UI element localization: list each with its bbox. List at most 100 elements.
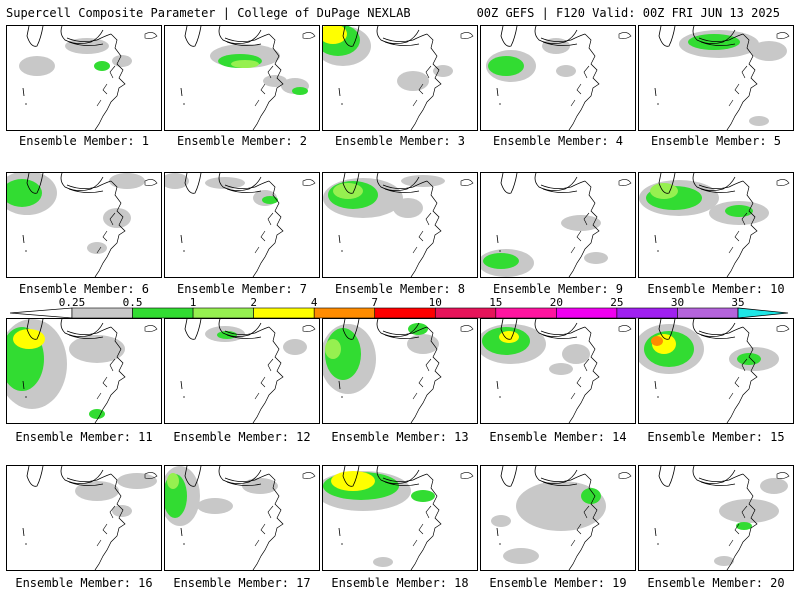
member-map-17 — [164, 465, 320, 571]
member-map-canvas — [323, 26, 474, 130]
scp-contour — [488, 56, 524, 76]
scp-contour — [651, 336, 663, 346]
scp-contour — [262, 196, 278, 204]
member-map-8 — [322, 172, 478, 278]
scp-contour — [283, 339, 307, 355]
scp-contour — [325, 339, 341, 359]
colorbar-bin — [677, 307, 739, 319]
colorbar-bin — [434, 307, 497, 319]
scp-contour — [292, 87, 308, 95]
map-title: Supercell Composite Parameter | College … — [6, 6, 411, 20]
colorbar-tick-label: 4 — [310, 296, 318, 309]
colorbar-tick-label: 20 — [549, 296, 563, 309]
member-map-canvas — [323, 319, 474, 423]
run-valid-time: 00Z GEFS | F120 Valid: 00Z FRI JUN 13 20… — [476, 6, 780, 20]
member-caption: Ensemble Member: 16 — [15, 576, 153, 590]
member-caption: Ensemble Member: 18 — [331, 576, 469, 590]
member-map-9 — [480, 172, 636, 278]
member-map-12 — [164, 318, 320, 424]
member-caption: Ensemble Member: 6 — [18, 282, 150, 296]
member-caption: Ensemble Member: 8 — [334, 282, 466, 296]
scp-contour — [483, 253, 519, 269]
member-caption: Ensemble Member: 17 — [173, 576, 311, 590]
member-map-19 — [480, 465, 636, 571]
scp-contour — [751, 41, 787, 61]
colorbar-tick-label: 25 — [610, 296, 624, 309]
scp-contour — [167, 473, 179, 489]
colorbar-tick-label: 2 — [250, 296, 257, 309]
member-map-13 — [322, 318, 478, 424]
scp-contour — [323, 26, 347, 44]
colorbar-tick-label: 0.5 — [122, 296, 143, 309]
member-map-canvas — [165, 173, 316, 277]
member-map-7 — [164, 172, 320, 278]
scp-contour — [69, 335, 125, 363]
colorbar-bin — [556, 307, 618, 319]
scp-contour — [397, 71, 429, 91]
scp-contour — [112, 55, 132, 67]
colorbar-bin — [313, 307, 376, 319]
scp-contour — [562, 344, 590, 364]
member-map-1 — [6, 25, 162, 131]
scp-contour — [165, 173, 189, 189]
colorbar-bin — [253, 307, 315, 319]
member-map-canvas — [481, 173, 632, 277]
scp-contour — [393, 198, 423, 218]
scp-contour — [556, 65, 576, 77]
scp-contour — [103, 208, 131, 228]
member-map-canvas — [323, 173, 474, 277]
scp-contour — [549, 363, 573, 375]
scp-contour — [650, 183, 678, 199]
colorbar-tick-label: 0.25 — [58, 296, 86, 309]
scp-contour — [499, 331, 519, 343]
scp-contour — [112, 505, 132, 517]
colorbar-tick-label: 30 — [670, 296, 685, 309]
scp-contour — [75, 481, 119, 501]
colorbar-tick-label: 10 — [428, 296, 442, 309]
member-map-10 — [638, 172, 794, 278]
scp-contour — [117, 473, 157, 489]
scp-contour — [688, 34, 740, 50]
member-map-canvas — [654, 466, 790, 570]
scp-contour — [714, 556, 734, 566]
scp-contour — [581, 488, 601, 504]
scp-contour — [109, 173, 145, 189]
colorbar-tick-label: 35 — [731, 296, 745, 309]
member-caption: Ensemble Member: 5 — [650, 134, 782, 148]
member-map-15 — [638, 318, 794, 424]
member-map-canvas — [654, 26, 790, 130]
member-map-canvas — [165, 466, 316, 570]
member-caption: Ensemble Member: 4 — [492, 134, 624, 148]
member-map-4 — [480, 25, 636, 131]
colorbar-tick-label: 15 — [489, 296, 503, 309]
scp-contour — [94, 61, 110, 71]
scp-contour — [231, 60, 259, 68]
scp-contour — [333, 183, 363, 199]
member-map-canvas — [639, 319, 790, 423]
scp-contour — [760, 478, 788, 494]
scp-contour — [87, 242, 107, 254]
member-map-canvas — [491, 466, 632, 570]
member-map-canvas — [180, 26, 316, 130]
member-map-canvas — [7, 173, 158, 277]
scp-contour — [408, 323, 428, 335]
member-caption: Ensemble Member: 2 — [176, 134, 308, 148]
member-map-canvas — [22, 466, 158, 570]
member-map-canvas — [19, 26, 158, 130]
scp-contour — [401, 175, 445, 187]
member-map-11 — [6, 318, 162, 424]
member-map-canvas — [323, 466, 474, 570]
member-map-6 — [6, 172, 162, 278]
scp-contour — [197, 498, 233, 514]
member-caption: Ensemble Member: 15 — [647, 430, 785, 444]
member-caption: Ensemble Member: 10 — [647, 282, 785, 296]
member-map-14 — [480, 318, 636, 424]
colorbar-bin — [71, 307, 133, 319]
member-map-canvas — [481, 319, 632, 423]
member-caption: Ensemble Member: 13 — [331, 430, 469, 444]
colorbar-bin — [374, 307, 436, 319]
scp-contour — [331, 471, 375, 491]
colorbar-bin — [132, 307, 194, 319]
scp-contour — [737, 353, 761, 365]
scp-contour — [263, 75, 287, 87]
